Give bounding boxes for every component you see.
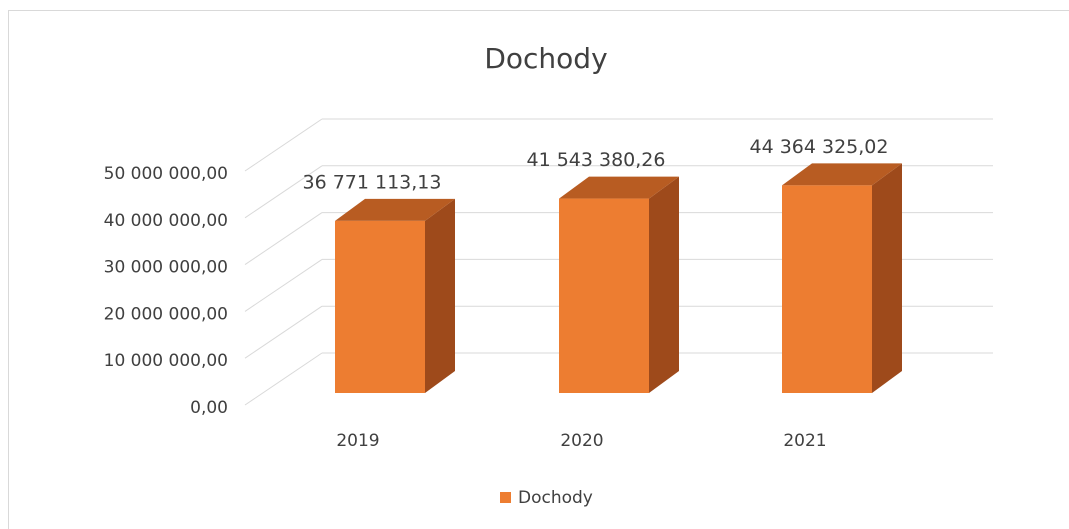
legend-swatch xyxy=(500,492,511,503)
y-tick-label: 50 000 000,00 xyxy=(104,164,228,184)
grid-line xyxy=(244,305,323,359)
grid-line xyxy=(244,352,323,406)
bar xyxy=(782,185,872,393)
x-tick-label: 2019 xyxy=(336,431,379,451)
legend-label: Dochody xyxy=(518,488,593,508)
data-label: 36 771 113,13 xyxy=(302,171,441,193)
bar-top xyxy=(335,198,455,221)
grid-line xyxy=(244,165,323,219)
bar-top xyxy=(559,176,679,199)
bar-top xyxy=(782,163,902,186)
y-tick-label: 30 000 000,00 xyxy=(104,258,228,278)
grid-line xyxy=(244,258,323,312)
y-tick-label: 10 000 000,00 xyxy=(104,351,228,371)
grid-line xyxy=(244,118,323,172)
x-tick-label: 2020 xyxy=(560,431,603,451)
y-tick-label: 0,00 xyxy=(190,398,228,418)
x-tick-label: 2021 xyxy=(783,431,826,451)
bar-side xyxy=(425,198,455,393)
bar-side xyxy=(649,176,679,393)
grid-line xyxy=(244,212,323,266)
bar xyxy=(559,198,649,393)
bar-side xyxy=(872,163,902,393)
chart-title: Dochody xyxy=(484,42,607,75)
data-label: 44 364 325,02 xyxy=(749,136,888,158)
y-tick-label: 20 000 000,00 xyxy=(104,304,228,324)
bar xyxy=(335,220,425,393)
data-label: 41 543 380,26 xyxy=(526,149,665,171)
y-tick-label: 40 000 000,00 xyxy=(104,211,228,231)
